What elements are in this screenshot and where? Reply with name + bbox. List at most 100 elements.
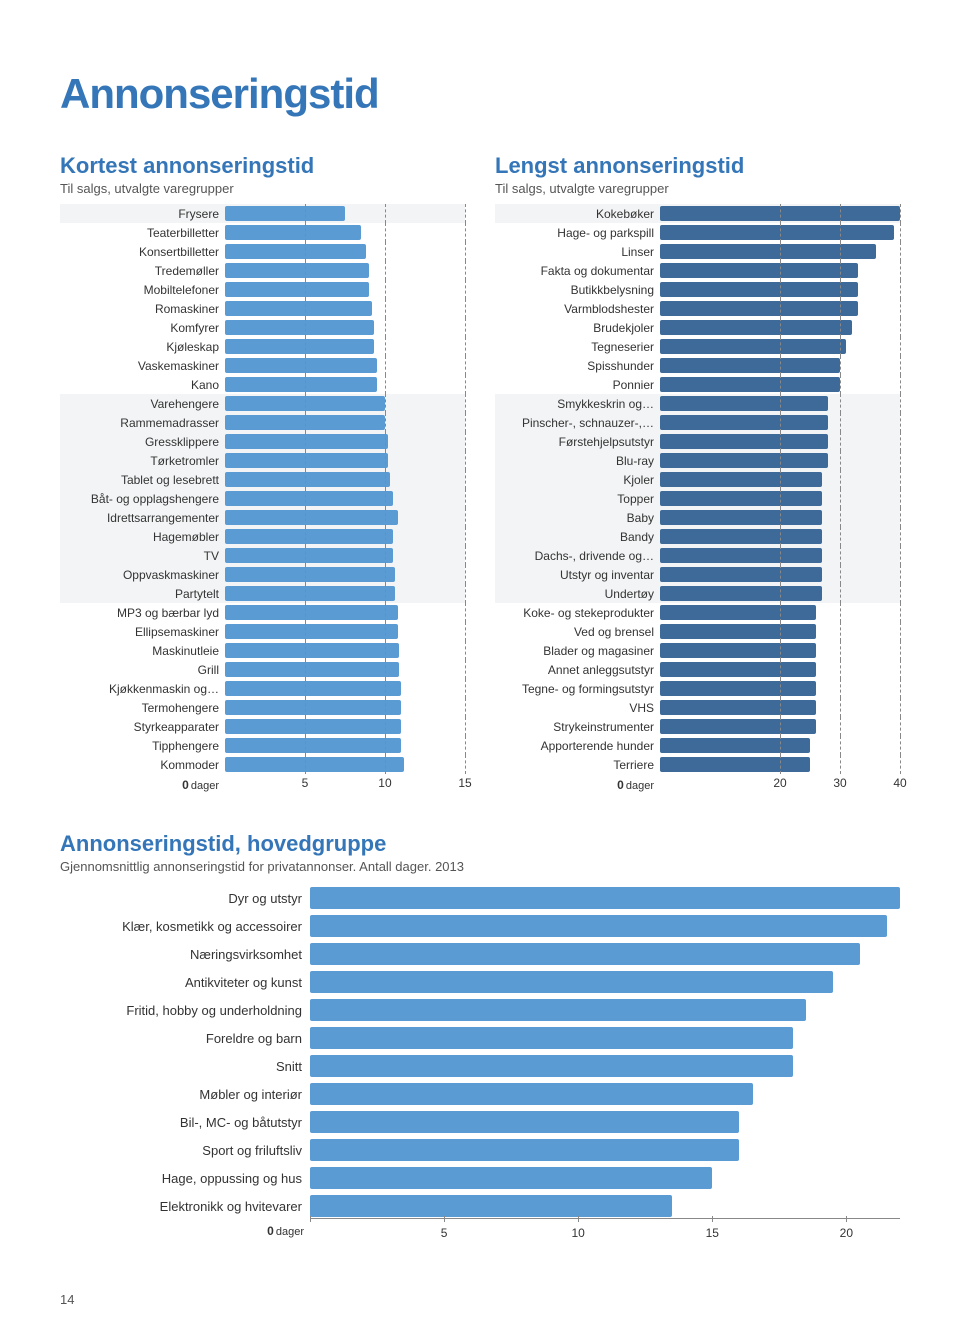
- page-title: Annonseringstid: [60, 70, 900, 118]
- bar: [660, 529, 822, 544]
- tick-label: 15: [706, 1226, 719, 1240]
- bar: [225, 586, 395, 601]
- bar-label: Dyr og utstyr: [60, 891, 310, 906]
- bar: [660, 567, 822, 582]
- bar-cell: [660, 641, 900, 660]
- bar-cell: [225, 679, 465, 698]
- bar-label: Møbler og interiør: [60, 1087, 310, 1102]
- bar-row: Tablet og lesebrett: [60, 470, 465, 489]
- bar-label: MP3 og bærbar lyd: [60, 606, 225, 620]
- bar-row: Koke- og stekeprodukter: [495, 603, 900, 622]
- bar-label: Foreldre og barn: [60, 1031, 310, 1046]
- bar-cell: [660, 717, 900, 736]
- bar-label: Klær, kosmetikk og accessoirer: [60, 919, 310, 934]
- bar-row: Brudekjoler: [495, 318, 900, 337]
- bar-row: Kano: [60, 375, 465, 394]
- bar-row: Kjøleskap: [60, 337, 465, 356]
- lengst-chart: KokebøkerHage- og parkspillLinserFakta o…: [495, 204, 900, 796]
- bar: [310, 999, 806, 1021]
- bar-label: Dachs-, drivende og…: [495, 549, 660, 563]
- bar-row: Hage, oppussing og hus: [60, 1164, 900, 1192]
- bar-cell: [225, 204, 465, 223]
- bar-cell: [660, 451, 900, 470]
- bar-row: Foreldre og barn: [60, 1024, 900, 1052]
- bar-cell: [660, 698, 900, 717]
- bar-cell: [660, 261, 900, 280]
- tick-label: 20: [773, 776, 786, 790]
- bar-cell: [225, 622, 465, 641]
- axis-unit: dager: [276, 1226, 304, 1238]
- bar-label: Butikkbelysning: [495, 283, 660, 297]
- bar-cell: [660, 527, 900, 546]
- bar-cell: [310, 884, 900, 912]
- bar: [660, 738, 810, 753]
- bar-cell: [225, 356, 465, 375]
- tick-label: 30: [833, 776, 846, 790]
- bar: [310, 971, 833, 993]
- bar-cell: [225, 451, 465, 470]
- bar-cell: [225, 546, 465, 565]
- bar-label: TV: [60, 549, 225, 563]
- bar-label: Tipphengere: [60, 739, 225, 753]
- kortest-subtitle: Til salgs, utvalgte varegrupper: [60, 181, 465, 196]
- bar-row: Blader og magasiner: [495, 641, 900, 660]
- bar: [310, 887, 900, 909]
- bar-row: Båt- og opplagshengere: [60, 489, 465, 508]
- bar-row: MP3 og bærbar lyd: [60, 603, 465, 622]
- bar: [225, 757, 404, 772]
- bar-row: Bil-, MC- og båtutstyr: [60, 1108, 900, 1136]
- bar-label: Partytelt: [60, 587, 225, 601]
- bar-label: Elektronikk og hvitevarer: [60, 1199, 310, 1214]
- bar-cell: [225, 337, 465, 356]
- bar-row: Gressklippere: [60, 432, 465, 451]
- bar-label: Vaskemaskiner: [60, 359, 225, 373]
- bar: [660, 263, 858, 278]
- bar-cell: [660, 318, 900, 337]
- bar: [225, 434, 388, 449]
- bar-row: Kokebøker: [495, 204, 900, 223]
- bar-row: Tegneserier: [495, 337, 900, 356]
- bar-cell: [225, 527, 465, 546]
- bar-label: Antikviteter og kunst: [60, 975, 310, 990]
- bar-cell: [310, 940, 900, 968]
- bar-cell: [310, 968, 900, 996]
- bar: [310, 1139, 739, 1161]
- bar-label: Grill: [60, 663, 225, 677]
- bar-label: Fritid, hobby og underholdning: [60, 1003, 310, 1018]
- bar-label: Båt- og opplagshengere: [60, 492, 225, 506]
- bar-row: Undertøy: [495, 584, 900, 603]
- bar-label: Frysere: [60, 207, 225, 221]
- bar-row: Mobiltelefoner: [60, 280, 465, 299]
- bar-cell: [225, 318, 465, 337]
- bar: [660, 225, 894, 240]
- bar-label: Pinscher-, schnauzer-,…: [495, 416, 660, 430]
- bar: [660, 681, 816, 696]
- bar: [225, 472, 390, 487]
- bar: [660, 358, 840, 373]
- bar-label: Kommoder: [60, 758, 225, 772]
- bar: [225, 681, 401, 696]
- bar-label: Bil-, MC- og båtutstyr: [60, 1115, 310, 1130]
- bar: [225, 263, 369, 278]
- bar: [660, 605, 816, 620]
- bar-label: Næringsvirksomhet: [60, 947, 310, 962]
- bar-row: Romaskiner: [60, 299, 465, 318]
- bar-cell: [225, 717, 465, 736]
- bar-cell: [660, 622, 900, 641]
- bar-cell: [660, 584, 900, 603]
- bar-row: Hagemøbler: [60, 527, 465, 546]
- bar-row: Fakta og dokumentar: [495, 261, 900, 280]
- bar-label: Gressklippere: [60, 435, 225, 449]
- bar-row: Møbler og interiør: [60, 1080, 900, 1108]
- bar-row: Sport og friluftsliv: [60, 1136, 900, 1164]
- bar: [660, 396, 828, 411]
- bar: [225, 700, 401, 715]
- bar: [225, 738, 401, 753]
- bar-cell: [225, 603, 465, 622]
- bar-row: Smykkeskrin og…: [495, 394, 900, 413]
- bar-row: Elektronikk og hvitevarer: [60, 1192, 900, 1220]
- bar-cell: [310, 912, 900, 940]
- bar-cell: [660, 470, 900, 489]
- bar: [225, 320, 374, 335]
- bar-row: Annet anleggsutstyr: [495, 660, 900, 679]
